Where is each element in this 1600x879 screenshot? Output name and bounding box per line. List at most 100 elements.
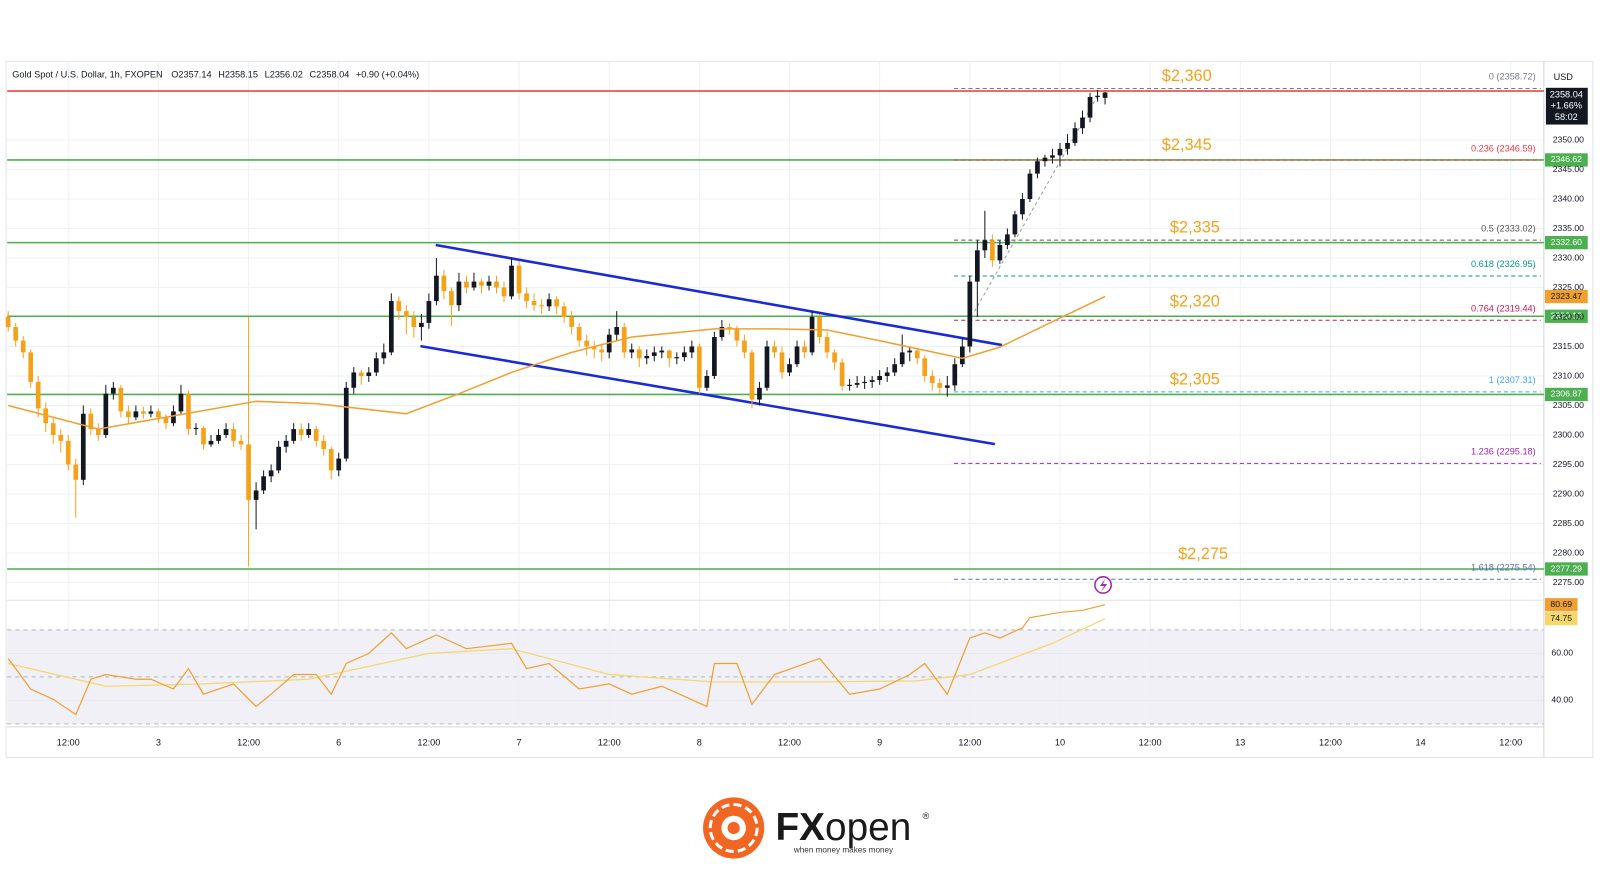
candle-body: [50, 423, 56, 435]
candle-body: [1042, 157, 1048, 162]
level-annotation: $2,275: [1178, 545, 1228, 563]
ma-tag: [1544, 289, 1588, 304]
candle-body: [246, 444, 251, 500]
channel-lower: [420, 344, 996, 446]
candle-body: [794, 346, 800, 365]
candle-body: [238, 440, 244, 445]
levels: [7, 88, 1544, 580]
level-tag-label: 2332.60: [1551, 237, 1582, 247]
y-tick-label: 2280.00: [1553, 547, 1584, 557]
candle-body: [313, 429, 319, 441]
candle-body: [546, 299, 552, 307]
ohlc-label: C: [310, 70, 317, 80]
logo-eye: [727, 821, 740, 835]
candle-body: [328, 449, 334, 471]
candle-body: [561, 306, 567, 317]
fib-label: 1 (2307.31): [1489, 375, 1536, 385]
candle-body: [201, 427, 206, 445]
candle-body: [614, 327, 620, 335]
candle-body: [103, 393, 109, 435]
candle-body: [73, 464, 79, 480]
last-price-tag: [1545, 87, 1588, 125]
candle-body: [689, 346, 695, 353]
candle-body: [697, 346, 702, 388]
candle-body: [426, 301, 432, 323]
x-tick-label: 3: [156, 738, 161, 748]
candle-body: [171, 411, 176, 424]
y-tick-label: 2325.00: [1553, 282, 1584, 292]
ohlc-label: H: [218, 70, 225, 80]
logo-brand-b: open: [825, 806, 911, 849]
candle-body: [306, 429, 312, 435]
candle-body: [388, 301, 394, 353]
x-tick-label: 12:00: [778, 738, 801, 748]
level-annotation: $2,320: [1170, 292, 1220, 310]
ohlc-label: L: [265, 70, 270, 80]
fib-label: 0 (2358.72): [1489, 72, 1536, 82]
candle-body: [1050, 155, 1055, 158]
candle-body: [178, 393, 184, 412]
candle-body: [862, 381, 867, 384]
candle-body: [223, 429, 229, 435]
candle-body: [990, 240, 995, 261]
level-tag-label: 2277.29: [1551, 563, 1582, 573]
candle-body: [787, 364, 792, 373]
fib-label: 1.618 (2275.54): [1471, 562, 1536, 572]
candle-body: [907, 350, 913, 353]
candle-body: [441, 275, 447, 292]
x-tick-label: 12:00: [57, 738, 80, 748]
ohlc-value: 2357.14: [178, 70, 211, 80]
candle-body: [742, 340, 747, 353]
candle-body: [291, 429, 297, 441]
candle-body: [584, 340, 590, 347]
x-tick-label: 12:00: [598, 738, 621, 748]
candle-body: [486, 281, 492, 286]
rsi-line: [7, 604, 1106, 716]
candle-body: [922, 358, 928, 376]
x-tick-label: 12:00: [1319, 738, 1342, 748]
candle-body: [839, 362, 845, 387]
candle-body: [471, 281, 477, 288]
level-tag: [1544, 562, 1588, 576]
candle-body: [982, 240, 988, 251]
level-tag-label: 2306.87: [1551, 389, 1582, 399]
candle-body: [343, 387, 349, 459]
candle-body: [163, 417, 169, 424]
candle-body: [20, 340, 26, 353]
candle-body: [5, 316, 11, 328]
candle-body: [35, 381, 41, 409]
moving-average: [7, 295, 1106, 430]
symbol-title: Gold Spot / U.S. Dollar, 1h, FXOPEN: [12, 70, 162, 80]
candle-body: [13, 327, 19, 341]
candle-body: [479, 281, 484, 286]
logo-brand: FXopen: [776, 806, 912, 849]
candle-body: [321, 440, 327, 450]
candle-body: [1027, 173, 1033, 199]
candle-body: [494, 281, 499, 288]
candle-body: [373, 358, 379, 373]
candle-body: [824, 337, 830, 353]
candle-body: [554, 299, 559, 307]
level-annotation: $2,305: [1170, 370, 1220, 388]
candle-body: [884, 372, 890, 376]
change: +0.90 (+0.04%): [356, 70, 419, 80]
candle-body: [1005, 234, 1010, 246]
candle-body: [937, 383, 943, 388]
logo-mane: [708, 802, 759, 853]
candle-body: [1087, 96, 1093, 118]
candle-body: [576, 327, 582, 341]
candle-body: [1035, 161, 1040, 174]
level-tag: [1544, 236, 1588, 250]
candle-body: [914, 350, 920, 359]
candle-body: [80, 413, 86, 480]
y-tick-label: 2290.00: [1553, 488, 1584, 498]
x-tick-label: 13: [1235, 738, 1245, 748]
candle-body: [268, 470, 274, 477]
rsi-ma-line: [8, 618, 1106, 687]
countdown: 58:02: [1555, 112, 1578, 122]
rsi-tag: [1544, 598, 1578, 612]
y-tick-label: 2330.00: [1553, 252, 1584, 262]
candle-body: [156, 411, 161, 418]
x-tick-label: 12:00: [237, 738, 260, 748]
candle-body: [464, 281, 469, 288]
